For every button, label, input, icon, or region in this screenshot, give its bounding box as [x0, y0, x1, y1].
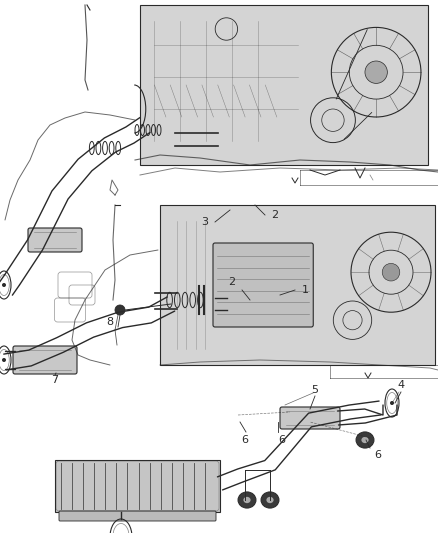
Ellipse shape [238, 492, 256, 508]
Ellipse shape [356, 432, 374, 448]
Text: 3: 3 [201, 217, 208, 227]
FancyBboxPatch shape [213, 243, 313, 327]
FancyBboxPatch shape [55, 460, 220, 512]
Text: 6: 6 [279, 435, 286, 445]
Circle shape [382, 263, 400, 281]
FancyBboxPatch shape [140, 5, 428, 165]
Text: 1: 1 [301, 285, 308, 295]
Text: 2: 2 [272, 210, 279, 220]
Ellipse shape [244, 497, 251, 503]
Ellipse shape [266, 497, 274, 503]
Text: 2: 2 [229, 277, 236, 287]
Text: 5: 5 [311, 385, 318, 395]
Text: 4: 4 [397, 380, 405, 390]
FancyBboxPatch shape [13, 346, 77, 374]
Ellipse shape [361, 437, 369, 443]
FancyBboxPatch shape [280, 407, 340, 429]
Ellipse shape [261, 492, 279, 508]
FancyBboxPatch shape [59, 511, 216, 521]
Circle shape [390, 401, 394, 405]
FancyBboxPatch shape [160, 205, 435, 365]
Text: 7: 7 [51, 375, 59, 385]
Text: 6: 6 [374, 450, 381, 460]
Circle shape [365, 61, 387, 83]
FancyBboxPatch shape [28, 228, 82, 252]
Circle shape [2, 283, 6, 287]
Circle shape [2, 358, 6, 362]
Text: 6: 6 [241, 435, 248, 445]
Circle shape [115, 305, 125, 315]
Text: 8: 8 [106, 317, 113, 327]
